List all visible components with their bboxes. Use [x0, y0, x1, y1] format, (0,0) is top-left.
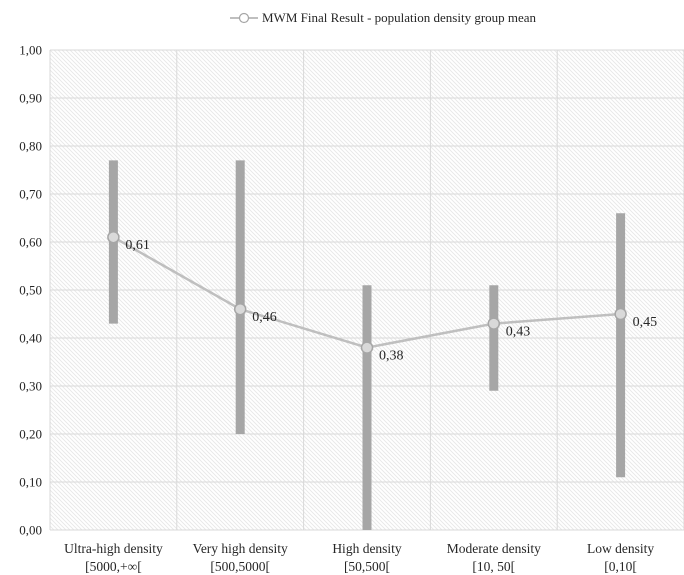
y-axis: 0,00 0,10 0,20 0,30 0,40 0,50 0,60 0,70 0,80 0,90… [19, 43, 42, 538]
y-tick-label: 0,80 [19, 139, 42, 154]
y-tick-label: 0,50 [19, 283, 42, 298]
x-tick-label: Ultra-high density [64, 541, 163, 556]
error-bars [108, 160, 626, 530]
y-tick-label: 1,00 [19, 43, 42, 58]
x-tick-label-range: [5000,+∞[ [85, 559, 142, 574]
x-tick-label: Low density [587, 541, 654, 556]
data-point [233, 302, 247, 316]
y-tick-label: 0,70 [19, 187, 42, 202]
data-label: 0,45 [633, 315, 658, 330]
x-tick-label: Moderate density [447, 541, 541, 556]
data-point [487, 317, 501, 330]
y-tick-label: 0,00 [19, 523, 42, 538]
data-label: 0,46 [252, 310, 277, 325]
data-label: 0,38 [379, 349, 404, 364]
data-label: 0,61 [125, 238, 149, 253]
y-tick-label: 0,10 [19, 475, 42, 490]
legend-marker-swatch [238, 12, 250, 24]
series-line [107, 230, 627, 354]
y-tick-label: 0,20 [19, 427, 42, 442]
y-tick-label: 0,30 [19, 379, 42, 394]
data-point [107, 230, 120, 244]
y-tick-label: 0,60 [19, 235, 42, 250]
x-tick-label-range: [0,10[ [604, 559, 637, 574]
x-tick-label-range: [500,5000[ [210, 559, 270, 574]
x-tick-label: Very high density [193, 541, 288, 556]
x-tick-label-range: [50,500[ [344, 559, 391, 574]
y-tick-label: 0,40 [19, 331, 42, 346]
data-label: 0,43 [506, 325, 531, 340]
data-labels: 0,61 0,46 0,38 0,43 0,45 [125, 238, 657, 363]
data-point [614, 307, 627, 321]
legend-label: MWM Final Result - population density gr… [262, 10, 537, 25]
legend: MWM Final Result - population density gr… [230, 10, 537, 25]
y-tick-label: 0,90 [19, 91, 42, 106]
data-point [360, 341, 374, 354]
x-axis: Ultra-high density [5000,+∞[ Very high den… [64, 541, 654, 574]
x-tick-label: High density [332, 541, 402, 556]
x-tick-label-range: [10, 50[ [472, 559, 515, 574]
